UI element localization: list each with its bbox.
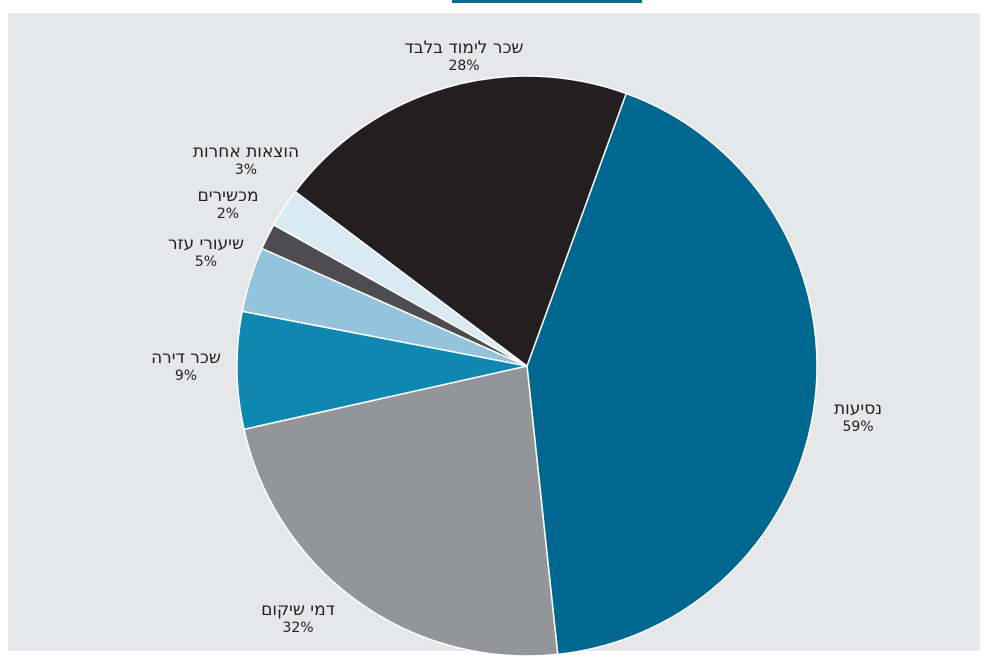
pie-slice [243,365,559,657]
slice-label: שכר דירה [151,348,221,368]
slice-label: שיעורי עזר [168,234,244,254]
slice-value-label: 3% [235,162,257,178]
header-accent-bar [452,0,642,3]
pie-slice [526,92,818,656]
slice-label: דמי שיקום [261,600,335,620]
slice-value-label: 2% [217,206,239,222]
slice-label: הוצאות אחרות [193,142,299,162]
slice-label: נסיעות [834,399,882,419]
pie-slice [294,75,628,368]
top-strip [0,0,988,13]
slice-value-label: 5% [195,254,217,270]
slice-value-label: 59% [842,419,873,435]
slice-value-label: 28% [448,58,479,74]
slice-value-label: 32% [282,620,313,636]
slice-label: שכר לימוד בלבד [405,38,524,58]
slice-value-label: 9% [175,368,197,384]
pie-slice [236,310,528,431]
slice-label: מכשירים [197,186,258,206]
